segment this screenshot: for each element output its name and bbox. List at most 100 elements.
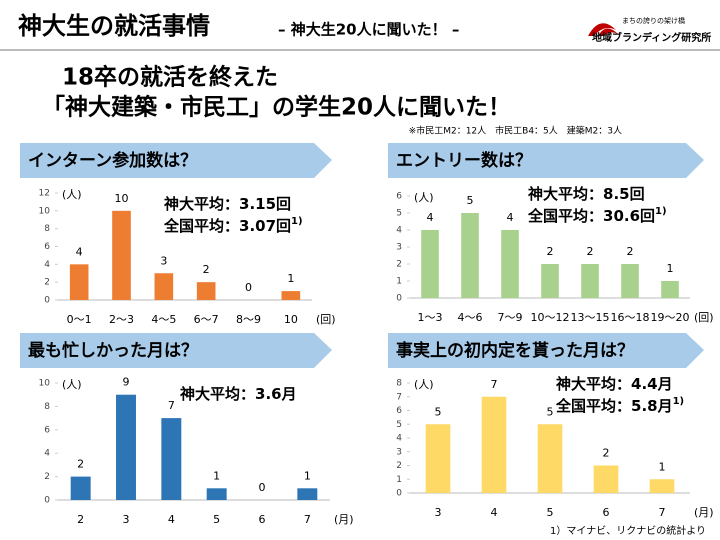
bar bbox=[661, 281, 679, 298]
chart-title: 事実上の初内定を貰った月は？ bbox=[396, 340, 634, 361]
annotation: 神大平均：3.6月 bbox=[180, 385, 297, 403]
y-tick-label: 2 bbox=[44, 472, 50, 482]
y-tick-label: 2 bbox=[44, 278, 50, 288]
bar bbox=[112, 210, 131, 300]
value-label: 4 bbox=[76, 245, 83, 258]
bar bbox=[297, 488, 318, 500]
title-banner bbox=[20, 333, 332, 368]
chart-title: エントリー数は？ bbox=[396, 150, 532, 171]
x-tick-label: 4〜6 bbox=[458, 311, 483, 324]
value-label: 1 bbox=[287, 272, 294, 285]
x-tick-label: 7〜9 bbox=[498, 311, 523, 324]
y-tick-label: 10 bbox=[39, 379, 51, 389]
annotation-note: 1) bbox=[291, 216, 303, 227]
value-label: 7 bbox=[491, 378, 498, 391]
bar bbox=[161, 418, 182, 500]
annotation-text: 神大平均：3.15回 bbox=[164, 195, 291, 213]
annotation-text: 神大平均：3.6月 bbox=[180, 385, 297, 403]
title-banner bbox=[20, 143, 332, 178]
x-axis-label: (回) bbox=[694, 311, 714, 324]
header-title: 神大生の就活事情 bbox=[18, 12, 210, 40]
logo-icon bbox=[588, 23, 618, 36]
value-label: 2 bbox=[547, 245, 554, 258]
y-tick-label: 5 bbox=[396, 209, 402, 219]
bar bbox=[541, 264, 559, 298]
y-tick-label: 3 bbox=[396, 243, 402, 253]
y-tick-label: 4 bbox=[396, 226, 402, 236]
bar bbox=[537, 424, 563, 493]
value-label: 5 bbox=[467, 194, 474, 207]
value-label: 3 bbox=[160, 254, 167, 267]
x-tick-label: 0〜1 bbox=[67, 313, 92, 326]
annotation-note: 1) bbox=[673, 396, 685, 407]
y-tick-label: 2 bbox=[396, 260, 402, 270]
x-tick-label: 2〜3 bbox=[109, 313, 134, 326]
footnote: 1）マイナビ、リクナビの統計より bbox=[550, 524, 706, 537]
y-tick-label: 8 bbox=[44, 224, 50, 234]
y-axis-label: (人) bbox=[414, 378, 434, 391]
x-tick-label: 16〜18 bbox=[611, 311, 650, 324]
note: ※市民工M2：12人 市民工B4：5人 建築M2：3人 bbox=[409, 125, 622, 137]
bar bbox=[69, 264, 89, 300]
y-axis-label: (人) bbox=[62, 378, 82, 391]
value-label: 2 bbox=[627, 245, 634, 258]
y-tick-label: 2 bbox=[396, 461, 402, 471]
chart-title: 最も忙しかった月は？ bbox=[28, 340, 198, 361]
x-tick-label: 6 bbox=[259, 513, 266, 526]
value-label: 1 bbox=[659, 460, 666, 473]
y-tick-label: 7 bbox=[396, 392, 402, 402]
bar bbox=[425, 424, 451, 493]
y-tick-label: 1 bbox=[396, 475, 402, 485]
bar bbox=[421, 230, 439, 298]
bar bbox=[461, 213, 479, 298]
y-axis-label: (人) bbox=[414, 191, 434, 204]
y-tick-label: 4 bbox=[44, 449, 50, 459]
x-axis-label: (月) bbox=[694, 506, 714, 519]
y-tick-label: 0 bbox=[396, 489, 402, 499]
bar bbox=[281, 291, 301, 300]
y-tick-label: 0 bbox=[396, 294, 402, 304]
value-label: 1 bbox=[304, 469, 311, 482]
value-label: 10 bbox=[115, 192, 129, 205]
bar bbox=[116, 394, 136, 500]
y-tick-label: 6 bbox=[44, 425, 50, 435]
y-tick-label: 8 bbox=[44, 402, 50, 412]
x-tick-label: 7 bbox=[659, 506, 666, 519]
x-tick-label: 10〜12 bbox=[531, 311, 570, 324]
value-label: 0 bbox=[245, 281, 252, 294]
x-axis-label: (月) bbox=[334, 513, 354, 526]
annotation: 神大平均：4.4月 bbox=[556, 375, 673, 393]
y-tick-label: 3 bbox=[396, 447, 402, 457]
value-label: 2 bbox=[77, 458, 84, 471]
logo-top: まちの誇りの架け橋 bbox=[622, 16, 685, 25]
x-tick-label: 4 bbox=[491, 506, 498, 519]
annotation: 全国平均：30.6回1) bbox=[527, 206, 667, 225]
bar bbox=[196, 282, 216, 300]
x-tick-label: 5 bbox=[547, 506, 554, 519]
y-tick-label: 6 bbox=[396, 192, 402, 202]
header-subtitle: – 神大生20人に聞いた！ – bbox=[278, 21, 459, 39]
bar bbox=[481, 396, 507, 493]
headline: 18卒の就活を終えた bbox=[62, 64, 278, 91]
bar bbox=[501, 230, 519, 298]
y-tick-label: 4 bbox=[396, 434, 402, 444]
y-tick-label: 4 bbox=[44, 260, 50, 270]
y-tick-label: 0 bbox=[44, 496, 50, 506]
headline: 「神大建築・市民工」の学生20人に聞いた！ bbox=[42, 94, 511, 121]
chart-title: インターン参加数は？ bbox=[28, 150, 197, 171]
y-tick-label: 5 bbox=[396, 420, 402, 430]
x-tick-label: 10 bbox=[284, 313, 298, 326]
x-tick-label: 4〜5 bbox=[151, 313, 176, 326]
bar bbox=[649, 479, 675, 493]
annotation: 全国平均：5.8月1) bbox=[555, 396, 684, 415]
y-tick-label: 8 bbox=[396, 379, 402, 389]
title-banner bbox=[388, 333, 704, 368]
y-tick-label: 6 bbox=[396, 406, 402, 416]
value-label: 7 bbox=[168, 399, 175, 412]
x-tick-label: 3 bbox=[435, 506, 442, 519]
value-label: 4 bbox=[507, 211, 514, 224]
bar bbox=[154, 273, 174, 300]
y-tick-label: 1 bbox=[396, 277, 402, 287]
bar bbox=[206, 488, 227, 500]
annotation-text: 神大平均：4.4月 bbox=[556, 375, 673, 393]
